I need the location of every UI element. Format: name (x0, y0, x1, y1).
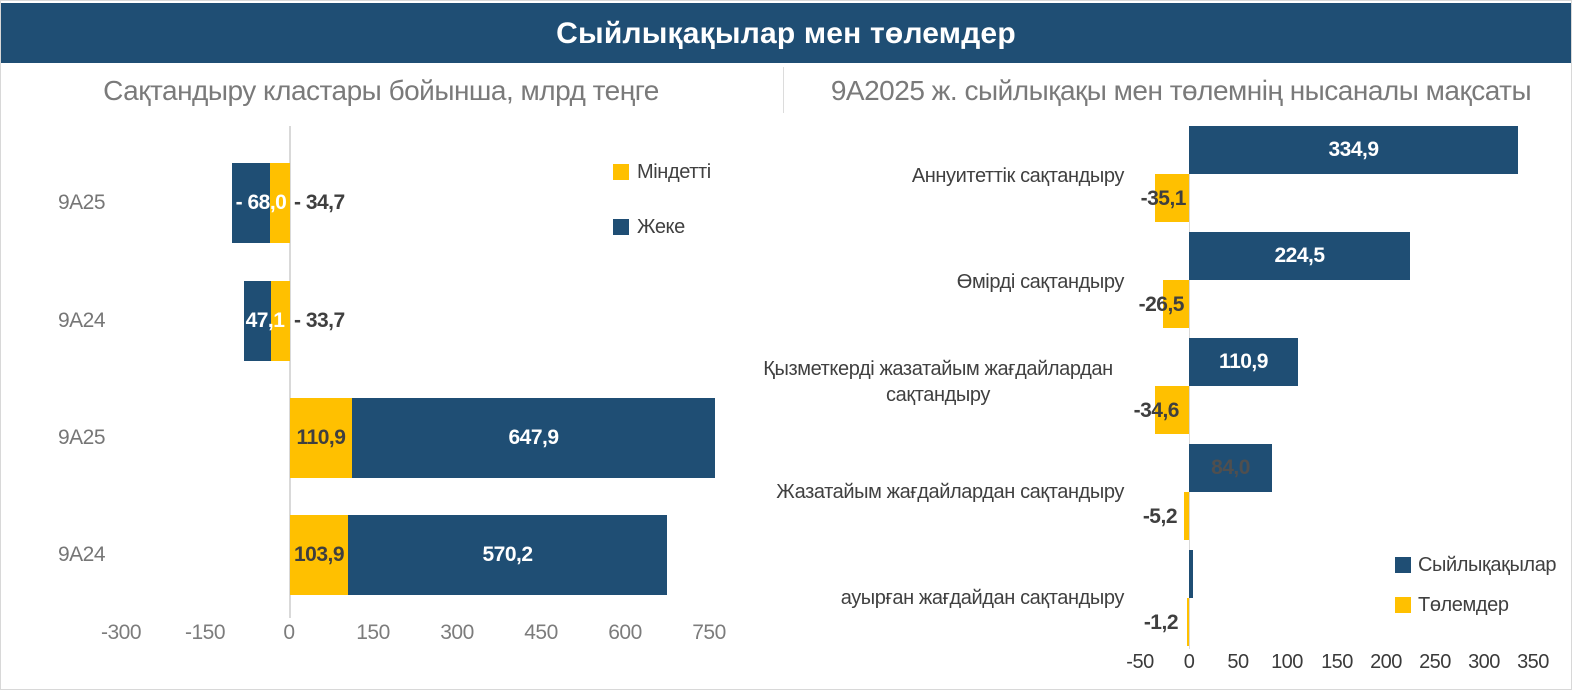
left-xtick-0: -300 (100, 621, 142, 644)
value-label-right-r3-premium: 110,9 (1219, 350, 1268, 373)
legend-label-payments: Төлемдер (1418, 594, 1509, 616)
value-label-right-r4-premium: 84,0 (1211, 456, 1250, 479)
left-row-label-1: 9А25 (57, 191, 106, 214)
right-xtick-5: 200 (1370, 651, 1402, 673)
bar-right-r2-premium (1189, 232, 1410, 280)
page-title: Сыйлықақылар мен төлемдер (556, 17, 1016, 50)
value-label-left-r3-zheke: 647,9 (508, 426, 559, 449)
value-label-right-r1-premium: 334,9 (1328, 138, 1379, 161)
right-xtick-1: 0 (1183, 651, 1195, 673)
right-category-4: Жазатайым жағдайлардан сақтандыру (776, 481, 1124, 503)
value-label-right-r5-payment: -1,2 (1143, 611, 1179, 634)
left-xtick-2: 0 (283, 621, 295, 644)
right-xtick-0: -50 (1126, 651, 1154, 673)
left-chart-title: Сақтандыру кластары бойынша, млрд теңге (103, 75, 659, 106)
value-label-right-r2-premium: 224,5 (1274, 244, 1325, 267)
legend-label-premiums: Сыйлықақылар (1418, 554, 1557, 576)
bar-right-r3-premium (1189, 338, 1298, 386)
bar-right-r4-payment (1184, 492, 1189, 540)
bar-right-r3-payment (1155, 386, 1189, 434)
legend-swatch-payments (1395, 597, 1411, 613)
title-divider (783, 67, 784, 113)
bar-right-r2-payment (1163, 280, 1189, 328)
value-label-left-r4-mindetti: 103,9 (293, 543, 345, 566)
bar-left-r3-zheke (352, 398, 715, 478)
value-label-left-r3-mindetti: 110,9 (296, 426, 346, 449)
legend-swatch-premiums (1395, 557, 1411, 573)
right-xtick-6: 250 (1419, 651, 1451, 673)
right-xtick-7: 300 (1468, 651, 1500, 673)
value-label-left-r2-zheke: 47,1 (245, 309, 285, 332)
right-xtick-2: 50 (1227, 651, 1249, 673)
right-xtick-8: 350 (1517, 651, 1549, 673)
right-category-1: Аннуитеттік сақтандыру (911, 165, 1125, 187)
left-xtick-4: 300 (440, 621, 474, 644)
bar-right-r1-payment (1155, 174, 1189, 222)
value-label-right-r2-payment: -26,5 (1138, 293, 1185, 316)
bar-right-r5-payment (1187, 598, 1189, 646)
legend-swatch-mindetti (613, 164, 629, 180)
right-category-5: ауырған жағдайдан сақтандыру (840, 587, 1125, 609)
left-zero-axis (289, 126, 291, 618)
value-label-left-r2-mindetti: - 33,7 (294, 309, 345, 332)
bar-right-r1-premium (1189, 126, 1518, 174)
bar-left-r1-zheke (232, 163, 270, 243)
value-label-left-r1-mindetti: - 34,7 (294, 191, 345, 214)
right-xtick-4: 150 (1321, 651, 1353, 673)
legend-swatch-zheke (613, 219, 629, 235)
left-row-label-3: 9А25 (57, 426, 106, 449)
left-xtick-3: 150 (356, 621, 390, 644)
legend-label-zheke: Жеке (637, 216, 685, 238)
left-xtick-1: -150 (184, 621, 226, 644)
right-xtick-3: 100 (1271, 651, 1303, 673)
left-xtick-7: 750 (692, 621, 726, 644)
bar-left-r4-zheke (348, 515, 667, 595)
bar-right-r4-premium (1189, 444, 1272, 492)
legend-label-mindetti: Міндетті (637, 161, 711, 183)
bar-left-r4-mindetti (290, 515, 348, 595)
bar-right-r5-premium (1189, 550, 1193, 598)
left-xtick-5: 450 (524, 621, 558, 644)
right-zero-axis (1189, 126, 1190, 649)
value-label-left-r4-zheke: 570,2 (482, 543, 533, 566)
value-label-right-r4-payment: -5,2 (1142, 505, 1178, 528)
bar-left-r2-zheke (244, 281, 271, 361)
bar-left-r2-mindetti (271, 281, 290, 361)
bar-left-r3-mindetti (290, 398, 352, 478)
bar-left-r1-mindetti (270, 163, 290, 243)
left-xtick-6: 600 (608, 621, 642, 644)
left-row-label-2: 9А24 (57, 309, 106, 332)
right-category-3: Қызметкерді жазатайым жағдайлардан сақта… (763, 358, 1113, 406)
left-row-label-4: 9А24 (57, 543, 106, 566)
value-label-left-r1-zheke: - 68,0 (235, 191, 287, 214)
header-band: Сыйлықақылар мен төлемдер (1, 3, 1571, 63)
value-label-right-r3-payment: -34,6 (1133, 399, 1180, 422)
value-label-right-r1-payment: -35,1 (1140, 187, 1187, 210)
right-category-2: Өмірді сақтандыру (956, 271, 1125, 293)
right-chart-title: 9А2025 ж. сыйлықақы мен төлемнің нысанал… (830, 75, 1532, 106)
